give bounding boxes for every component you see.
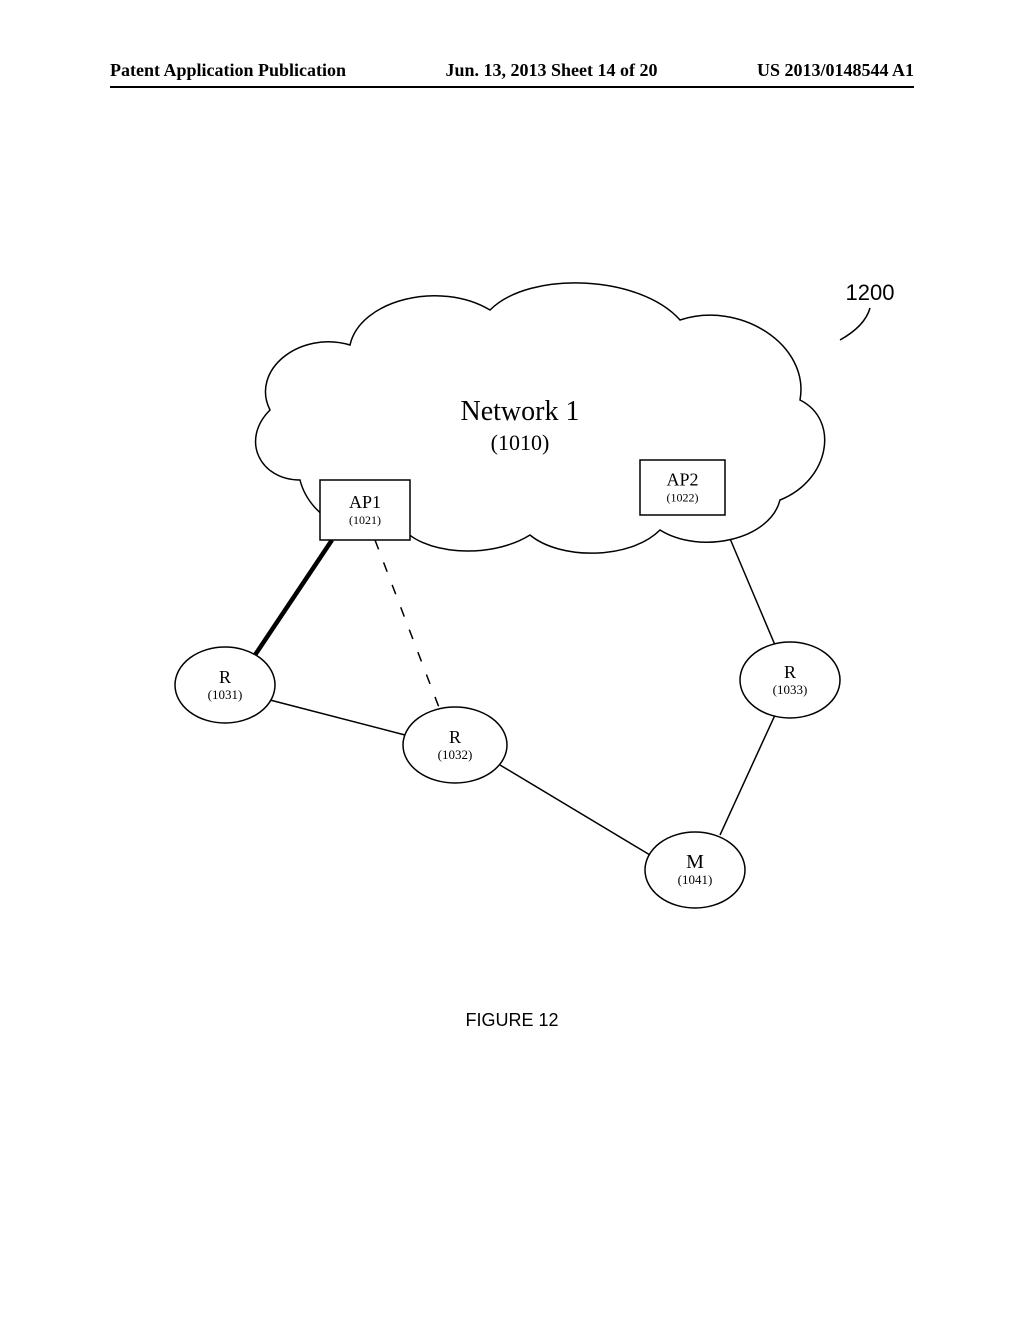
edge-ap1-r1032 [375,540,440,710]
edge-r1033-m1041 [720,715,775,835]
page-root: Patent Application Publication Jun. 13, … [0,0,1024,1320]
figure-caption: FIGURE 12 [0,1010,1024,1031]
ap-label1-ap2: AP2 [666,470,698,490]
node-label2-m1041: (1041) [678,872,713,887]
node-label1-r1033: R [784,662,796,682]
network-diagram: Network 1(1010)AP1(1021)AP2(1022)R(1031)… [0,0,1024,1320]
figure-ref-number: 1200 [846,280,895,305]
node-label1-r1031: R [219,667,231,687]
node-label2-r1033: (1033) [773,682,808,697]
cloud-label-line1: Network 1 [461,396,580,427]
ap-label1-ap1: AP1 [349,492,381,512]
node-label2-r1032: (1032) [438,747,473,762]
edge-ap1-r1031 [255,540,332,655]
figure-ref-leader [840,308,870,340]
ap-label2-ap2: (1022) [667,491,699,505]
edge-r1032-m1041 [500,765,650,855]
edge-r1031-r1032 [270,700,405,735]
node-label1-m1041: M [686,851,704,873]
ap-label2-ap1: (1021) [349,513,381,527]
cloud-label-line2: (1010) [491,430,550,455]
node-label1-r1032: R [449,727,461,747]
node-label2-r1031: (1031) [208,687,243,702]
